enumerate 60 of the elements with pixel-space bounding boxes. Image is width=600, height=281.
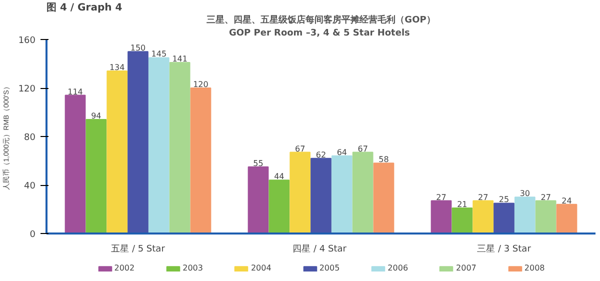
y-tick-label: 120 (18, 84, 36, 94)
legend-label: 2005 (319, 264, 340, 272)
bar (373, 162, 394, 234)
bar (310, 158, 332, 234)
bar (556, 204, 578, 234)
x-tick-label: 三星 / 3 Star (477, 244, 532, 254)
data-label: 145 (151, 50, 167, 59)
data-label: 25 (498, 195, 510, 204)
y-tick-label: 0 (30, 230, 36, 240)
data-label: 120 (193, 80, 208, 89)
bar (106, 70, 128, 234)
data-label: 141 (172, 54, 188, 64)
data-label: 64 (336, 148, 348, 157)
bar (472, 200, 494, 234)
bar (535, 200, 556, 234)
bar (148, 57, 170, 234)
x-tick-label: 五星 / 5 Star (111, 244, 166, 254)
data-label: 55 (253, 158, 264, 168)
y-tick-label: 160 (18, 36, 36, 46)
caption: 图 4 / Graph 4 (46, 2, 122, 14)
data-label: 27 (436, 192, 446, 202)
chart-title: 三星、四星、五星级饭店每间客房平摊经营毛利（GOP） (206, 14, 436, 26)
legend-label: 2004 (250, 264, 272, 272)
data-label: 58 (378, 155, 389, 164)
data-label: 30 (520, 189, 530, 198)
y-tick-label: 40 (24, 182, 36, 192)
bar (430, 200, 452, 234)
bar (290, 152, 311, 234)
data-label: 27 (540, 192, 551, 202)
data-label: 150 (130, 44, 146, 53)
data-label: 134 (109, 63, 125, 72)
chart-subtitle: GOP Per Room –3, 4 & 5 Star Hotels (228, 28, 410, 38)
bar (514, 196, 536, 234)
bar (248, 166, 269, 234)
data-label: 94 (91, 112, 102, 121)
bar (169, 62, 190, 234)
x-tick-label: 四星 / 4 Star (292, 244, 347, 254)
bar (494, 202, 514, 234)
data-label: 24 (562, 196, 572, 206)
data-label: 21 (457, 200, 468, 210)
legend-label: 2006 (388, 264, 408, 272)
bar (86, 119, 107, 234)
legend-label: 2007 (456, 264, 476, 272)
bar (64, 94, 86, 234)
data-label: 27 (478, 192, 488, 202)
data-label: 62 (316, 150, 326, 160)
bar (452, 208, 473, 234)
legend-label: 2003 (182, 264, 203, 272)
bar (190, 88, 212, 234)
y-tick-label: 80 (24, 133, 36, 143)
bar (268, 180, 290, 234)
data-label: 114 (68, 87, 83, 96)
bar (128, 51, 148, 234)
bar (352, 152, 374, 234)
bar (331, 155, 352, 234)
data-label: 67 (358, 144, 368, 154)
legend-label: 2008 (524, 264, 545, 272)
data-label: 44 (274, 172, 284, 182)
data-label: 67 (294, 144, 306, 154)
legend-label: 2002 (114, 264, 135, 272)
